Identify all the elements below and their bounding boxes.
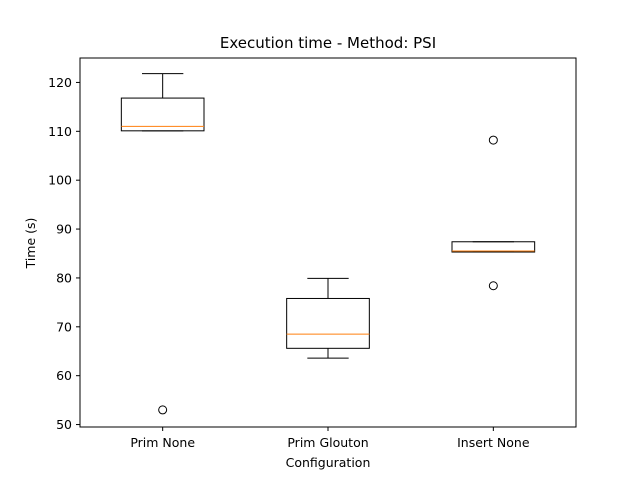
box-iqr bbox=[286, 297, 370, 349]
outlier-point bbox=[488, 135, 498, 145]
x-tick-label: Prim Glouton bbox=[287, 435, 368, 450]
y-tick-label: 90 bbox=[56, 222, 72, 237]
box-iqr bbox=[120, 97, 205, 132]
outlier-point bbox=[488, 281, 498, 291]
x-tick-label: Prim None bbox=[130, 435, 195, 450]
y-tick-label: 110 bbox=[48, 124, 72, 139]
y-tick-label: 100 bbox=[48, 173, 72, 188]
y-tick-label: 80 bbox=[56, 270, 72, 285]
outlier-point bbox=[158, 405, 168, 415]
y-tick-label: 70 bbox=[56, 319, 72, 334]
chart-title: Execution time - Method: PSI bbox=[220, 34, 436, 52]
box-iqr bbox=[451, 241, 536, 253]
plot-area: 50 60 70 80 90 100 110 120 Prim None Prim Glouton… bbox=[48, 73, 536, 450]
x-axis-label: Configuration bbox=[286, 455, 371, 470]
y-axis-label: Time (s) bbox=[23, 218, 38, 270]
y-tick-label: 60 bbox=[56, 368, 72, 383]
y-tick-label: 50 bbox=[56, 417, 72, 432]
x-tick-label: Insert None bbox=[457, 435, 530, 450]
axes-frame bbox=[79, 57, 577, 428]
y-tick-label: 120 bbox=[48, 75, 72, 90]
